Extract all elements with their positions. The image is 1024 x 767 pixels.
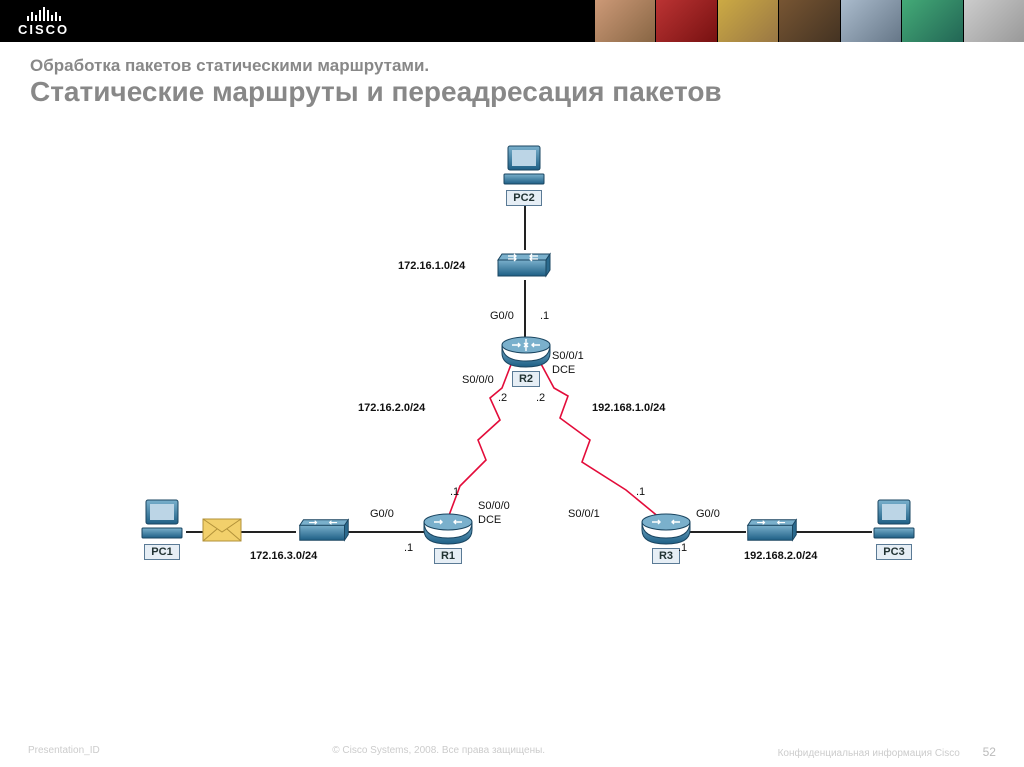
network-label: 172.16.1.0/24 xyxy=(398,260,465,272)
iface-label: S0/0/0 xyxy=(462,374,494,386)
iface-label: .1 xyxy=(450,486,459,498)
device-label: R2 xyxy=(512,371,540,387)
pc-icon xyxy=(870,498,918,542)
device-label: PC2 xyxy=(506,190,541,206)
network-label: 192.168.2.0/24 xyxy=(744,550,817,562)
network-diagram: PC2 R2 xyxy=(0,140,1024,600)
iface-label: DCE xyxy=(552,364,575,376)
cisco-bars-icon xyxy=(27,7,61,21)
iface-label: S0/0/1 xyxy=(568,508,600,520)
router-icon xyxy=(500,335,552,369)
slide-footer: Presentation_ID © Cisco Systems, 2008. В… xyxy=(0,745,1024,759)
network-label: 172.16.2.0/24 xyxy=(358,402,425,414)
node-router-r3: R3 xyxy=(640,512,692,564)
pc-icon xyxy=(138,498,186,542)
pc-icon xyxy=(500,144,548,188)
footer-copyright: © Cisco Systems, 2008. Все права защищен… xyxy=(332,745,545,759)
iface-label: DCE xyxy=(478,514,501,526)
title-block: Обработка пакетов статическими маршрутам… xyxy=(0,42,1024,108)
footer-left: Presentation_ID xyxy=(28,745,100,759)
iface-label: .2 xyxy=(498,392,507,404)
node-router-r1: R1 xyxy=(422,512,474,564)
footer-classification: Конфиденциальная информация Cisco xyxy=(778,748,960,759)
iface-label: G0/0 xyxy=(370,508,394,520)
packet-envelope xyxy=(202,514,242,542)
iface-label: .1 xyxy=(636,486,645,498)
iface-label: G0/0 xyxy=(490,310,514,322)
footer-page-number: 52 xyxy=(983,745,996,759)
node-pc2: PC2 xyxy=(500,144,548,206)
switch-icon xyxy=(744,516,800,544)
node-pc3: PC3 xyxy=(870,498,918,560)
iface-label: .1 xyxy=(678,542,687,554)
iface-label: S0/0/0 xyxy=(478,500,510,512)
cisco-logo: CISCO xyxy=(18,7,69,36)
envelope-icon xyxy=(202,514,242,542)
iface-label: .2 xyxy=(536,392,545,404)
network-label: 172.16.3.0/24 xyxy=(250,550,317,562)
device-label: PC1 xyxy=(144,544,179,560)
node-switch-right xyxy=(744,516,800,544)
node-router-r2: R2 xyxy=(500,335,552,387)
top-bar: CISCO xyxy=(0,0,1024,42)
iface-label: G0/0 xyxy=(696,508,720,520)
node-switch-top xyxy=(494,250,554,280)
node-pc1: PC1 xyxy=(138,498,186,560)
iface-label: S0/0/1 xyxy=(552,350,584,362)
device-label: PC3 xyxy=(876,544,911,560)
iface-label: .1 xyxy=(540,310,549,322)
network-label: 192.168.1.0/24 xyxy=(592,402,665,414)
device-label: R3 xyxy=(652,548,680,564)
iface-label: .1 xyxy=(404,542,413,554)
switch-icon xyxy=(296,516,352,544)
router-icon xyxy=(422,512,474,546)
device-label: R1 xyxy=(434,548,462,564)
router-icon xyxy=(640,512,692,546)
slide-title: Статические маршруты и переадресация пак… xyxy=(30,76,994,108)
switch-icon xyxy=(494,250,554,280)
slide-subtitle: Обработка пакетов статическими маршрутам… xyxy=(30,56,994,76)
node-switch-left xyxy=(296,516,352,544)
header-photo-strip xyxy=(594,0,1024,42)
